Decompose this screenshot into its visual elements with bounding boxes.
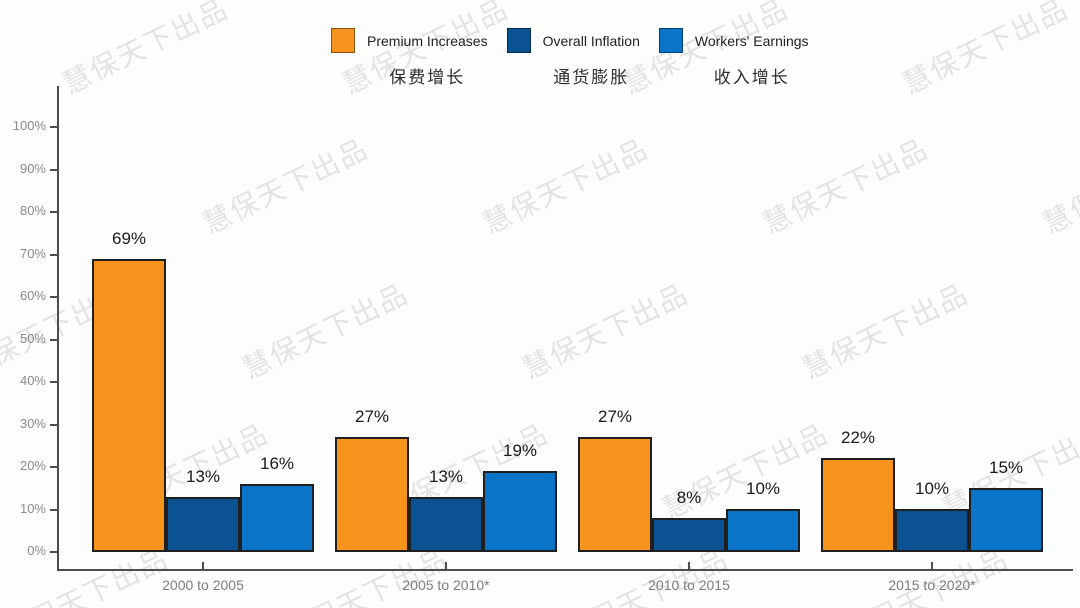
bar-premium-increases <box>335 437 409 552</box>
y-axis-tick-label: 100% <box>12 118 46 133</box>
x-axis-line <box>57 569 1073 571</box>
x-axis-tick <box>445 562 447 570</box>
legend-label-en: Overall Inflation <box>542 32 640 49</box>
y-axis-tick <box>50 253 57 256</box>
x-axis-tick <box>931 562 933 570</box>
watermark-text: 慧保天下出品 <box>797 277 974 385</box>
y-axis-tick-label: 70% <box>19 245 46 261</box>
y-axis-tick <box>50 551 57 553</box>
y-axis-tick <box>50 423 57 426</box>
y-axis-tick-label: 10% <box>19 500 46 516</box>
y-axis-tick <box>50 296 57 298</box>
x-axis-category-label: 2010 to 2015 <box>648 577 730 593</box>
y-axis-line <box>57 86 59 571</box>
bar-workers-earnings <box>483 471 557 552</box>
bar-value-label: 16% <box>259 454 295 473</box>
watermark-text: 慧保天下出品 <box>197 132 374 240</box>
bar-overall-inflation <box>166 497 240 552</box>
legend-label-en: Premium Increases <box>367 32 488 49</box>
y-axis-tick <box>50 381 57 383</box>
bar-value-label: 13% <box>185 467 221 486</box>
y-axis-tick-label: 60% <box>19 288 46 303</box>
watermark-text: 慧保天下出品 <box>517 277 694 385</box>
y-axis-tick-label: 30% <box>19 415 46 431</box>
watermark-text: 慧保天下出品 <box>897 0 1074 100</box>
y-axis-tick <box>50 211 57 213</box>
y-axis-tick-label: 40% <box>19 373 46 388</box>
legend-label-zh: 收入增长 <box>713 68 790 87</box>
y-axis-tick-label: 80% <box>19 203 46 218</box>
x-axis-tick <box>688 562 690 570</box>
y-axis-tick <box>50 466 57 468</box>
bar-value-label: 8% <box>676 488 702 507</box>
bar-value-label: 10% <box>914 479 950 498</box>
bar-premium-increases <box>821 458 895 552</box>
y-axis-tick-label: 50% <box>19 330 46 346</box>
bar-workers-earnings <box>240 484 314 552</box>
legend-item-row: Overall Inflation <box>506 28 640 53</box>
watermark-text: 慧保天下出品 <box>477 132 654 240</box>
watermark-text: 慧保天下出品 <box>1037 132 1080 240</box>
legend-swatch-icon <box>658 28 683 53</box>
chart-legend: Premium Increases 保费增长 Overall Inflation 通货… <box>331 28 809 88</box>
legend-label-zh: 通货膨胀 <box>553 68 630 87</box>
watermark-text: 慧保天下出品 <box>57 0 234 100</box>
bar-value-label: 22% <box>840 428 876 447</box>
bar-value-label: 10% <box>745 479 781 498</box>
legend-item-2: Workers' Earnings 收入增长 <box>658 28 809 88</box>
bar-value-label: 19% <box>502 441 538 460</box>
legend-item-row: Workers' Earnings <box>658 28 809 53</box>
legend-item-1: Overall Inflation 通货膨胀 <box>506 28 640 88</box>
bar-workers-earnings <box>969 488 1043 552</box>
y-axis-tick-label: 90% <box>19 160 46 176</box>
legend-label-en: Workers' Earnings <box>694 32 809 49</box>
y-axis-tick-label: 0% <box>27 543 46 558</box>
bar-overall-inflation <box>895 509 969 552</box>
y-axis-tick-label: 20% <box>19 458 46 473</box>
x-axis-category-label: 2005 to 2010* <box>402 577 490 593</box>
bar-value-label: 27% <box>597 407 633 426</box>
bar-value-label: 13% <box>428 467 464 486</box>
x-axis-category-label: 2000 to 2005 <box>162 577 244 593</box>
bar-value-label: 15% <box>988 458 1024 477</box>
y-axis-tick <box>50 338 57 341</box>
bar-workers-earnings <box>726 509 800 552</box>
bar-premium-increases <box>578 437 652 552</box>
legend-swatch-icon <box>506 28 531 53</box>
bar-overall-inflation <box>652 518 726 552</box>
watermark-text: 慧保天下出品 <box>237 277 414 385</box>
bar-premium-increases <box>92 259 166 552</box>
legend-item-row: Premium Increases <box>331 28 488 53</box>
bar-overall-inflation <box>409 497 483 552</box>
legend-label-zh: 保费增长 <box>389 68 466 87</box>
y-axis-tick <box>50 508 57 511</box>
bar-value-label: 69% <box>111 229 147 248</box>
legend-item-0: Premium Increases 保费增长 <box>331 28 488 88</box>
bar-value-label: 27% <box>354 407 390 426</box>
x-axis-tick <box>202 562 204 570</box>
legend-swatch-icon <box>331 28 355 53</box>
x-axis-category-label: 2015 to 2020* <box>888 577 976 593</box>
y-axis-tick <box>50 168 57 171</box>
watermark-text: 慧保天下出品 <box>757 132 934 240</box>
y-axis-tick <box>50 126 57 128</box>
